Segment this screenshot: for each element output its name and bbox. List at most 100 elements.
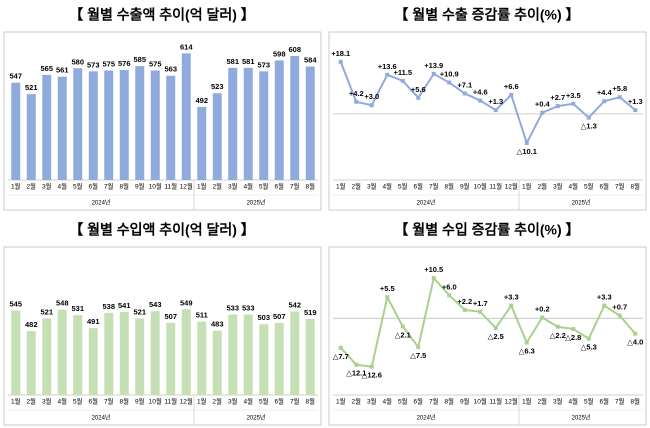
x-tick-label: 6월 [413, 397, 423, 406]
value-label: 614 [180, 42, 193, 51]
value-label: 521 [133, 307, 146, 316]
x-tick-label: 2월 [212, 397, 222, 406]
x-tick-label: 9월 [135, 182, 145, 191]
x-tick-label: 8월 [119, 397, 129, 406]
x-tick-label: 11월 [164, 397, 177, 406]
value-label: 573 [87, 60, 100, 69]
x-tick-label: 1월 [11, 182, 21, 191]
x-tick-label: 3월 [42, 182, 52, 191]
point [509, 303, 514, 308]
x-tick-label: 1월 [11, 397, 21, 406]
x-tick-label: 1월 [197, 397, 207, 406]
value-label: +10.9 [440, 70, 459, 79]
x-tick-label: 11월 [164, 182, 177, 191]
point [447, 80, 452, 85]
x-tick-label: 7월 [615, 182, 625, 191]
x-tick-label: 2월 [351, 397, 361, 406]
value-label: 523 [211, 82, 224, 91]
point [369, 103, 374, 108]
point [478, 309, 483, 314]
value-label: △2.1 [395, 330, 411, 339]
value-label: +4.6 [473, 88, 488, 97]
value-label: 538 [102, 302, 115, 311]
x-tick-label: 2월 [537, 182, 547, 191]
x-tick-label: 10월 [474, 397, 487, 406]
value-label: △5.3 [581, 343, 597, 352]
value-label: +4.4 [597, 88, 613, 97]
point [400, 324, 405, 329]
value-label: 511 [196, 311, 208, 320]
bar [181, 309, 191, 395]
point [571, 327, 576, 332]
bar [305, 66, 315, 180]
x-group-label: 2025년 [572, 199, 591, 207]
x-tick-label: 10월 [149, 397, 162, 406]
x-tick-label: 7월 [290, 182, 300, 191]
x-tick-label: 5월 [584, 397, 594, 406]
bar [119, 311, 129, 395]
x-tick-label: 5월 [259, 182, 269, 191]
value-label: +3.3 [504, 293, 519, 302]
x-tick-label: 2월 [26, 397, 36, 406]
x-tick-label: 11월 [489, 182, 502, 191]
value-label: +5.5 [380, 284, 395, 293]
bar [42, 74, 52, 180]
x-tick-label: 1월 [522, 182, 532, 191]
point [431, 276, 436, 281]
x-tick-label: 7월 [104, 182, 114, 191]
bar [119, 70, 129, 180]
value-label: +13.6 [378, 62, 397, 71]
line [340, 275, 637, 368]
value-label: +6.6 [504, 82, 519, 91]
value-label: +18.1 [331, 49, 350, 58]
value-label: 531 [71, 304, 84, 313]
point [493, 325, 498, 330]
x-tick-label: 6월 [599, 182, 609, 191]
x-tick-label: 4월 [57, 397, 67, 406]
x-tick-label: 2월 [26, 182, 36, 191]
x-tick-label: 6월 [413, 182, 423, 191]
bar [42, 318, 52, 395]
x-tick-label: 1월 [336, 397, 346, 406]
value-label: +5.6 [411, 85, 426, 94]
value-label: +5.8 [612, 84, 627, 93]
value-label: 521 [40, 307, 53, 316]
value-label: +7.1 [457, 80, 472, 89]
x-tick-label: 6월 [88, 397, 98, 406]
plot-frame [3, 246, 322, 426]
value-label: 482 [25, 320, 38, 329]
x-tick-label: 12월 [180, 397, 193, 406]
value-label: 585 [133, 55, 146, 64]
x-tick-label: 8월 [444, 397, 454, 406]
x-tick-label: 4월 [382, 397, 392, 406]
bar [243, 314, 253, 395]
value-label: 503 [257, 313, 270, 322]
x-group-label: 2025년 [572, 414, 591, 422]
x-tick-label: 8월 [630, 182, 640, 191]
point [586, 115, 591, 120]
value-label: 581 [226, 57, 239, 66]
value-label: △2.5 [488, 332, 504, 341]
x-tick-label: 1월 [197, 182, 207, 191]
bar [88, 328, 98, 395]
value-label: △2.2 [550, 331, 566, 340]
bar [243, 67, 253, 180]
bar [150, 311, 160, 395]
x-tick-label: 5월 [73, 182, 83, 191]
x-tick-label: 8월 [305, 182, 315, 191]
value-label: 519 [304, 308, 317, 317]
x-group-label: 2024년 [417, 414, 436, 422]
value-label: 507 [164, 312, 177, 321]
value-label: +10.5 [424, 265, 443, 274]
bar [274, 60, 284, 180]
point [354, 362, 359, 367]
x-tick-label: 10월 [149, 182, 162, 191]
x-tick-label: 4월 [568, 397, 578, 406]
value-label: △7.5 [410, 351, 426, 360]
bar [73, 68, 83, 180]
x-tick-label: 5월 [259, 397, 269, 406]
x-tick-label: 12월 [505, 182, 518, 191]
value-label: 549 [180, 298, 193, 307]
value-label: △1.3 [581, 122, 597, 131]
value-label: +13.9 [424, 61, 443, 70]
